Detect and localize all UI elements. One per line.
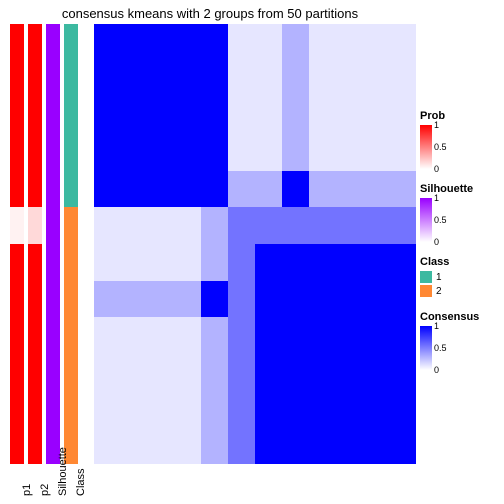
legend-prob: Prob10.50 <box>420 110 498 169</box>
track-label: p2 <box>39 484 51 496</box>
track-Silhouette <box>46 24 60 464</box>
legend-class: Class12 <box>420 256 498 297</box>
chart-title: consensus kmeans with 2 groups from 50 p… <box>0 6 420 21</box>
legend-silhouette: Silhouette10.50 <box>420 183 498 242</box>
track-label: Class <box>75 468 87 496</box>
plot-area <box>10 24 414 464</box>
track-p1 <box>10 24 24 464</box>
track-p2 <box>28 24 42 464</box>
legend-consensus: Consensus10.50 <box>420 311 498 370</box>
legend-panel: Prob10.50 Silhouette10.50 Class12 Consensus… <box>420 110 498 384</box>
track-label: p1 <box>21 484 33 496</box>
consensus-heatmap <box>94 24 416 464</box>
track-Class <box>64 24 78 464</box>
track-label: Silhouette <box>57 447 69 496</box>
